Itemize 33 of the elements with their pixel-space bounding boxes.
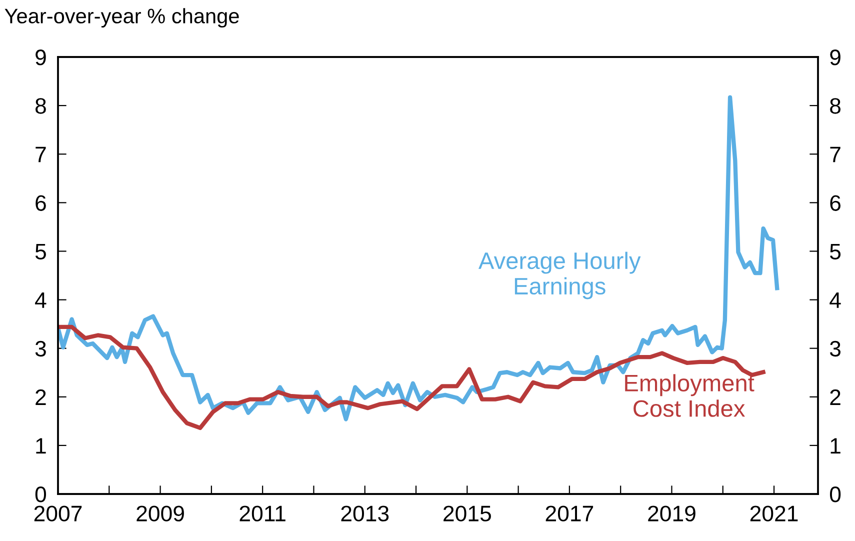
y2-tick-label: 8 xyxy=(830,98,841,114)
y2-tick-label: 2 xyxy=(830,389,840,405)
y-tick-label: 9 xyxy=(36,50,46,66)
y-tick-label: 1 xyxy=(36,438,46,454)
y2-tick-label: 0 xyxy=(830,486,841,502)
y-tick-label: 7 xyxy=(36,146,46,162)
x-tick-label: 2007 xyxy=(34,506,82,522)
y-tick-label: 3 xyxy=(35,340,46,357)
y-tick-label: 5 xyxy=(35,244,46,260)
x-tick-label: 2011 xyxy=(240,506,286,522)
x-tick-label: 2021 xyxy=(750,506,798,522)
series-label: Average Hourly Earnings xyxy=(478,252,641,300)
y-axis-title: Year-over-year % change xyxy=(4,8,239,28)
line-series xyxy=(58,95,780,422)
x-tick-label: 2017 xyxy=(546,506,594,522)
y-tick-label: 8 xyxy=(35,98,46,114)
line-series xyxy=(58,324,766,430)
x-tick-label: 2015 xyxy=(444,506,491,522)
series-label: Employment Cost Index xyxy=(625,374,754,417)
x-tick-label: 2019 xyxy=(648,506,696,522)
y2-tick-label: 1 xyxy=(830,438,840,454)
y-tick-label: 4 xyxy=(35,292,46,308)
y2-tick-label: 4 xyxy=(830,292,841,308)
x-tick-label: 2013 xyxy=(341,506,389,522)
y2-tick-label: 6 xyxy=(830,195,840,211)
y2-tick-label: 5 xyxy=(830,244,841,260)
y-tick-label: 6 xyxy=(36,195,46,211)
y-tick-label: 0 xyxy=(35,486,46,502)
y2-tick-label: 7 xyxy=(830,146,840,162)
y-tick-label: 2 xyxy=(36,389,46,405)
y2-tick-label: 3 xyxy=(830,340,840,357)
y2-tick-label: 9 xyxy=(830,50,840,66)
x-tick-label: 2009 xyxy=(136,506,184,522)
